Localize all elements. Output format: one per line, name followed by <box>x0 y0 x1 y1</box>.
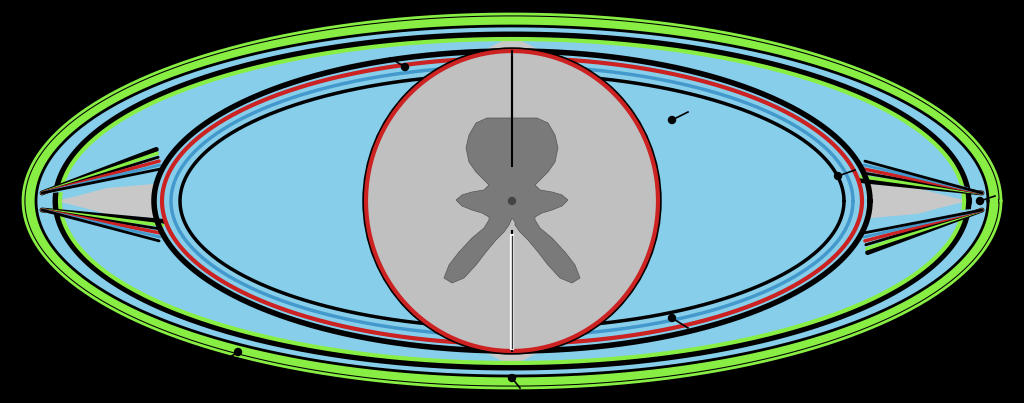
Ellipse shape <box>36 26 988 376</box>
Polygon shape <box>43 209 160 249</box>
Circle shape <box>669 116 676 123</box>
Circle shape <box>977 197 983 204</box>
Ellipse shape <box>157 53 867 349</box>
Circle shape <box>509 374 515 382</box>
Circle shape <box>835 172 842 179</box>
Polygon shape <box>864 209 981 249</box>
Polygon shape <box>864 154 981 193</box>
Circle shape <box>401 64 409 71</box>
Polygon shape <box>444 118 580 283</box>
Ellipse shape <box>22 13 1002 389</box>
Circle shape <box>509 197 515 204</box>
Circle shape <box>669 314 676 322</box>
Polygon shape <box>43 154 160 193</box>
Circle shape <box>234 349 242 355</box>
Ellipse shape <box>364 49 660 353</box>
Polygon shape <box>58 36 966 366</box>
